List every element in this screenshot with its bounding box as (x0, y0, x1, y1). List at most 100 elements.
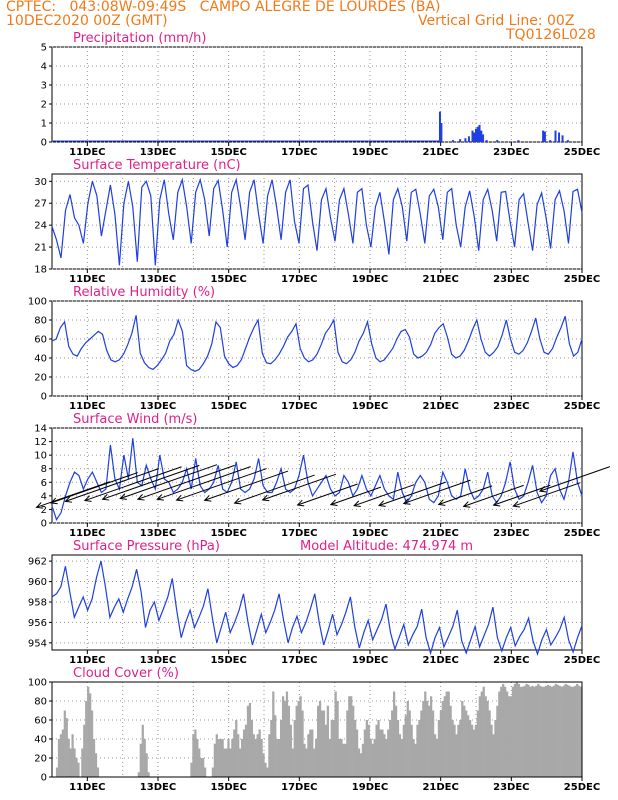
cloud-bar (437, 720, 441, 777)
cloud-bar (77, 762, 80, 777)
cloud-bar (285, 691, 289, 777)
cloud-bar (202, 758, 205, 777)
cloud-bar (246, 705, 250, 777)
panel-2-ytick-label: 30 (34, 177, 47, 188)
cloud-bar (305, 748, 308, 777)
cloud-bar (404, 715, 407, 777)
cloud-bar (262, 753, 265, 777)
panel-1-ytick-label: 5 (41, 43, 47, 54)
wind-arrow (513, 482, 581, 507)
cloud-bar (330, 720, 333, 777)
panel-6-xtick-label: 21DEC (422, 782, 458, 793)
precip-bar (473, 132, 476, 142)
panel-4-frame (51, 427, 583, 524)
panel-1-ytick-label: 4 (41, 62, 47, 73)
cloud-bar (459, 720, 462, 777)
cloud-bar (315, 739, 318, 777)
cloud-bar (463, 705, 466, 777)
wind-arrow-head (462, 501, 471, 508)
cloud-bar (248, 702, 252, 777)
wind-arrow-head (156, 494, 164, 501)
cloud-bar (465, 710, 468, 777)
cloud-bar (63, 710, 66, 777)
cloud-bar (574, 685, 577, 777)
panel-3-frame (51, 300, 583, 397)
cloud-bar (338, 739, 341, 777)
precip-bar (438, 111, 441, 142)
chart-header-station: CPTEC: 043:08W-09:49S CAMPO ALEGRE DE LO… (6, 0, 441, 15)
panel-6-xtick-label: 13DEC (140, 782, 176, 793)
cloud-bar (560, 686, 563, 777)
cloud-bar (541, 686, 544, 777)
cloud-bar (480, 691, 483, 777)
cloud-bar (552, 685, 556, 777)
cloud-bar (346, 710, 349, 777)
cloud-bar (279, 720, 283, 777)
cloud-bar (198, 748, 201, 777)
panel-5-xtick-label: 25DEC (564, 655, 600, 666)
cloud-bar (73, 748, 76, 777)
cloud-bar (200, 758, 203, 777)
precip-bar (478, 124, 481, 142)
cloud-bar (266, 767, 269, 777)
cloud-bar (336, 701, 339, 777)
wind-arrow-head (175, 494, 184, 502)
panel-3-xtick-label: 19DEC (352, 401, 388, 412)
cloud-bar (554, 683, 557, 777)
cloud-bar (303, 743, 306, 777)
wind-arrow-head (512, 501, 521, 508)
cloud-bar (194, 729, 197, 777)
cloud-bar (317, 705, 320, 777)
panel-2-xtick-label: 21DEC (422, 274, 458, 285)
precip-bar (554, 130, 557, 142)
cloud-bar (322, 710, 326, 777)
cloud-bar (451, 720, 454, 777)
panel-5-xtick-label: 11DEC (69, 655, 105, 666)
cloud-bar (217, 739, 220, 777)
precip-bar (561, 135, 564, 142)
cloud-bar (237, 734, 240, 777)
cloud-bar (342, 743, 345, 777)
cloud-bar (233, 729, 236, 777)
cloud-bar (375, 724, 378, 777)
panel-4-ytick-label: 2 (41, 505, 47, 516)
panel-5-xtick-label: 13DEC (140, 655, 176, 666)
cloud-bar (344, 743, 347, 777)
cloud-bar (94, 753, 98, 777)
precip-bar (471, 130, 474, 142)
panel-4-xtick-label: 21DEC (422, 528, 458, 539)
cloud-bar (441, 701, 444, 777)
cloud-bar (332, 720, 335, 777)
panel-5-frame (51, 554, 583, 651)
precip-bar (543, 131, 546, 142)
wind-arrow (50, 472, 138, 504)
cloud-bar (539, 685, 542, 777)
cloud-bar (334, 691, 337, 777)
wind-arrow (234, 474, 315, 504)
precip-bar (459, 139, 462, 142)
cloud-bar (89, 693, 92, 777)
cloud-bar (192, 734, 195, 777)
cloud-bar (428, 705, 431, 777)
wind-arrow-head (83, 495, 92, 502)
panel-6-xtick-label: 23DEC (493, 782, 529, 793)
panel-5-xtick-label: 17DEC (281, 655, 317, 666)
panel-3-ytick-label: 20 (34, 373, 47, 384)
cloud-bar (143, 739, 146, 777)
cloud-bar (385, 739, 388, 777)
panel-3-xtick-label: 21DEC (422, 401, 458, 412)
cloud-bar (435, 739, 439, 777)
cloud-bar (252, 734, 255, 777)
cloud-bar (492, 734, 495, 777)
precip-bar (542, 130, 545, 142)
panel-1-xtick-label: 23DEC (493, 147, 529, 158)
cloud-bar (500, 686, 503, 777)
panel-2-series-line (51, 177, 583, 266)
cloud-bar (392, 691, 396, 777)
cloud-bar (147, 772, 150, 777)
panel-4-xtick-label: 13DEC (140, 528, 176, 539)
cloud-bar (190, 762, 193, 777)
cloud-bar (270, 720, 273, 777)
cloud-bar (412, 739, 415, 777)
